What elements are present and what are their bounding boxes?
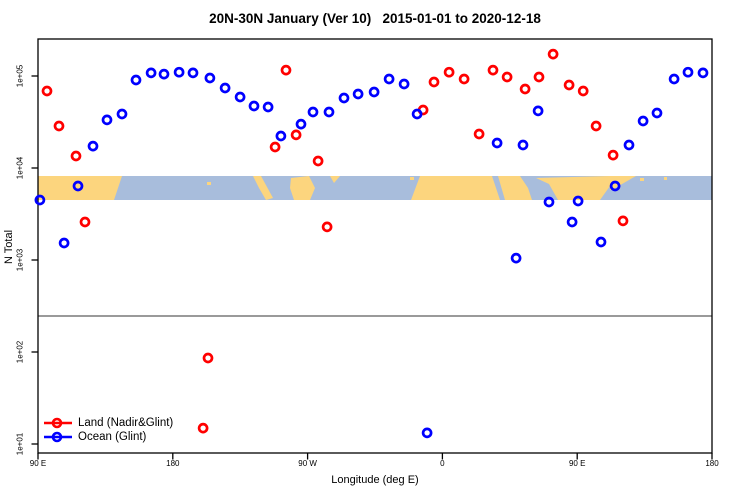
land-data-point <box>321 221 333 233</box>
ocean-data-point <box>609 180 621 192</box>
ocean-data-point <box>623 139 635 151</box>
ocean-data-point <box>532 105 544 117</box>
land-data-point <box>519 83 531 95</box>
ocean-data-point <box>145 67 157 79</box>
ocean-data-point <box>352 88 364 100</box>
y-tick-label: 1e+01 <box>15 432 25 456</box>
ocean-data-point <box>517 139 529 151</box>
ocean-data-point <box>651 107 663 119</box>
ocean-data-point <box>637 115 649 127</box>
map-strip-land <box>664 177 667 180</box>
ocean-data-point <box>87 140 99 152</box>
ocean-data-point <box>72 180 84 192</box>
land-data-point <box>202 352 214 364</box>
land-data-point <box>473 128 485 140</box>
ocean-data-point <box>307 106 319 118</box>
y-tick-label: 1e+05 <box>15 64 25 88</box>
map-strip-land <box>610 176 636 190</box>
ocean-data-point <box>116 108 128 120</box>
map-strip-land <box>498 176 532 200</box>
land-data-point <box>197 422 209 434</box>
ocean-data-point <box>275 130 287 142</box>
legend-label-land: Land (Nadir&Glint) <box>78 417 174 429</box>
land-data-point <box>487 64 499 76</box>
ocean-data-point <box>248 100 260 112</box>
ocean-data-point <box>34 194 46 206</box>
land-data-point <box>290 129 302 141</box>
map-strip-land <box>536 176 610 200</box>
ocean-data-point <box>262 101 274 113</box>
ocean-data-point <box>398 78 410 90</box>
land-data-point <box>563 79 575 91</box>
land-data-point <box>53 120 65 132</box>
ocean-data-point <box>411 108 423 120</box>
y-axis-label: N Total <box>3 229 15 265</box>
land-data-point <box>280 64 292 76</box>
ocean-data-point <box>130 74 142 86</box>
land-data-point <box>41 85 53 97</box>
land-data-point <box>79 216 91 228</box>
land-data-point <box>590 120 602 132</box>
land-data-point <box>428 76 440 88</box>
x-tick-label: 0 <box>440 459 445 468</box>
ocean-data-point <box>173 66 185 78</box>
x-tick-label: 90 W <box>298 459 317 468</box>
x-tick-label: 180 <box>166 459 180 468</box>
land-data-point <box>577 85 589 97</box>
ocean-data-point <box>697 67 709 79</box>
map-strip-land <box>410 177 414 180</box>
map-strip-land <box>290 176 315 200</box>
y-tick-label: 1e+04 <box>15 156 25 180</box>
ocean-data-point <box>491 137 503 149</box>
legend-marker <box>51 431 63 443</box>
ocean-data-point <box>566 216 578 228</box>
ocean-data-point <box>368 86 380 98</box>
y-tick-label: 1e+02 <box>15 340 25 364</box>
x-tick-label: 90 E <box>29 459 47 468</box>
ocean-data-point <box>204 72 216 84</box>
land-data-point <box>443 66 455 78</box>
x-tick-label: 180 <box>705 459 719 468</box>
ocean-data-point <box>421 427 433 439</box>
ocean-data-point <box>234 91 246 103</box>
land-data-point <box>607 149 619 161</box>
ocean-data-point <box>101 114 113 126</box>
land-data-point <box>617 215 629 227</box>
plot-border <box>37 38 713 454</box>
map-strip-land <box>411 176 500 200</box>
chart-title: 20N-30N January (Ver 10) 2015-01-01 to 2… <box>209 11 541 26</box>
y-tick-label: 1e+03 <box>15 248 25 272</box>
map-strip-land <box>207 182 211 185</box>
ocean-data-point <box>383 73 395 85</box>
land-data-point <box>70 150 82 162</box>
map-strip-land <box>330 176 340 183</box>
legend-label-ocean: Ocean (Glint) <box>78 431 147 443</box>
land-data-point <box>533 71 545 83</box>
ocean-data-point <box>295 118 307 130</box>
legend-marker <box>51 417 63 429</box>
land-data-point <box>458 73 470 85</box>
ocean-data-point <box>187 67 199 79</box>
ocean-data-point <box>543 196 555 208</box>
land-data-point <box>269 141 281 153</box>
ocean-data-point <box>58 237 70 249</box>
ocean-data-point <box>668 73 680 85</box>
x-tick-label: 90 E <box>568 459 586 468</box>
map-strip-land <box>640 178 644 181</box>
ocean-data-point <box>682 66 694 78</box>
ocean-data-point <box>158 68 170 80</box>
ocean-data-point <box>338 92 350 104</box>
land-data-point <box>312 155 324 167</box>
ocean-data-point <box>595 236 607 248</box>
map-strip-land <box>253 176 273 200</box>
ocean-data-point <box>572 195 584 207</box>
ocean-data-point <box>219 82 231 94</box>
land-data-point <box>501 71 513 83</box>
ocean-data-point <box>510 252 522 264</box>
x-axis-label: Longitude (deg E) <box>331 474 419 486</box>
land-data-point <box>547 48 559 60</box>
ocean-data-point <box>323 106 335 118</box>
